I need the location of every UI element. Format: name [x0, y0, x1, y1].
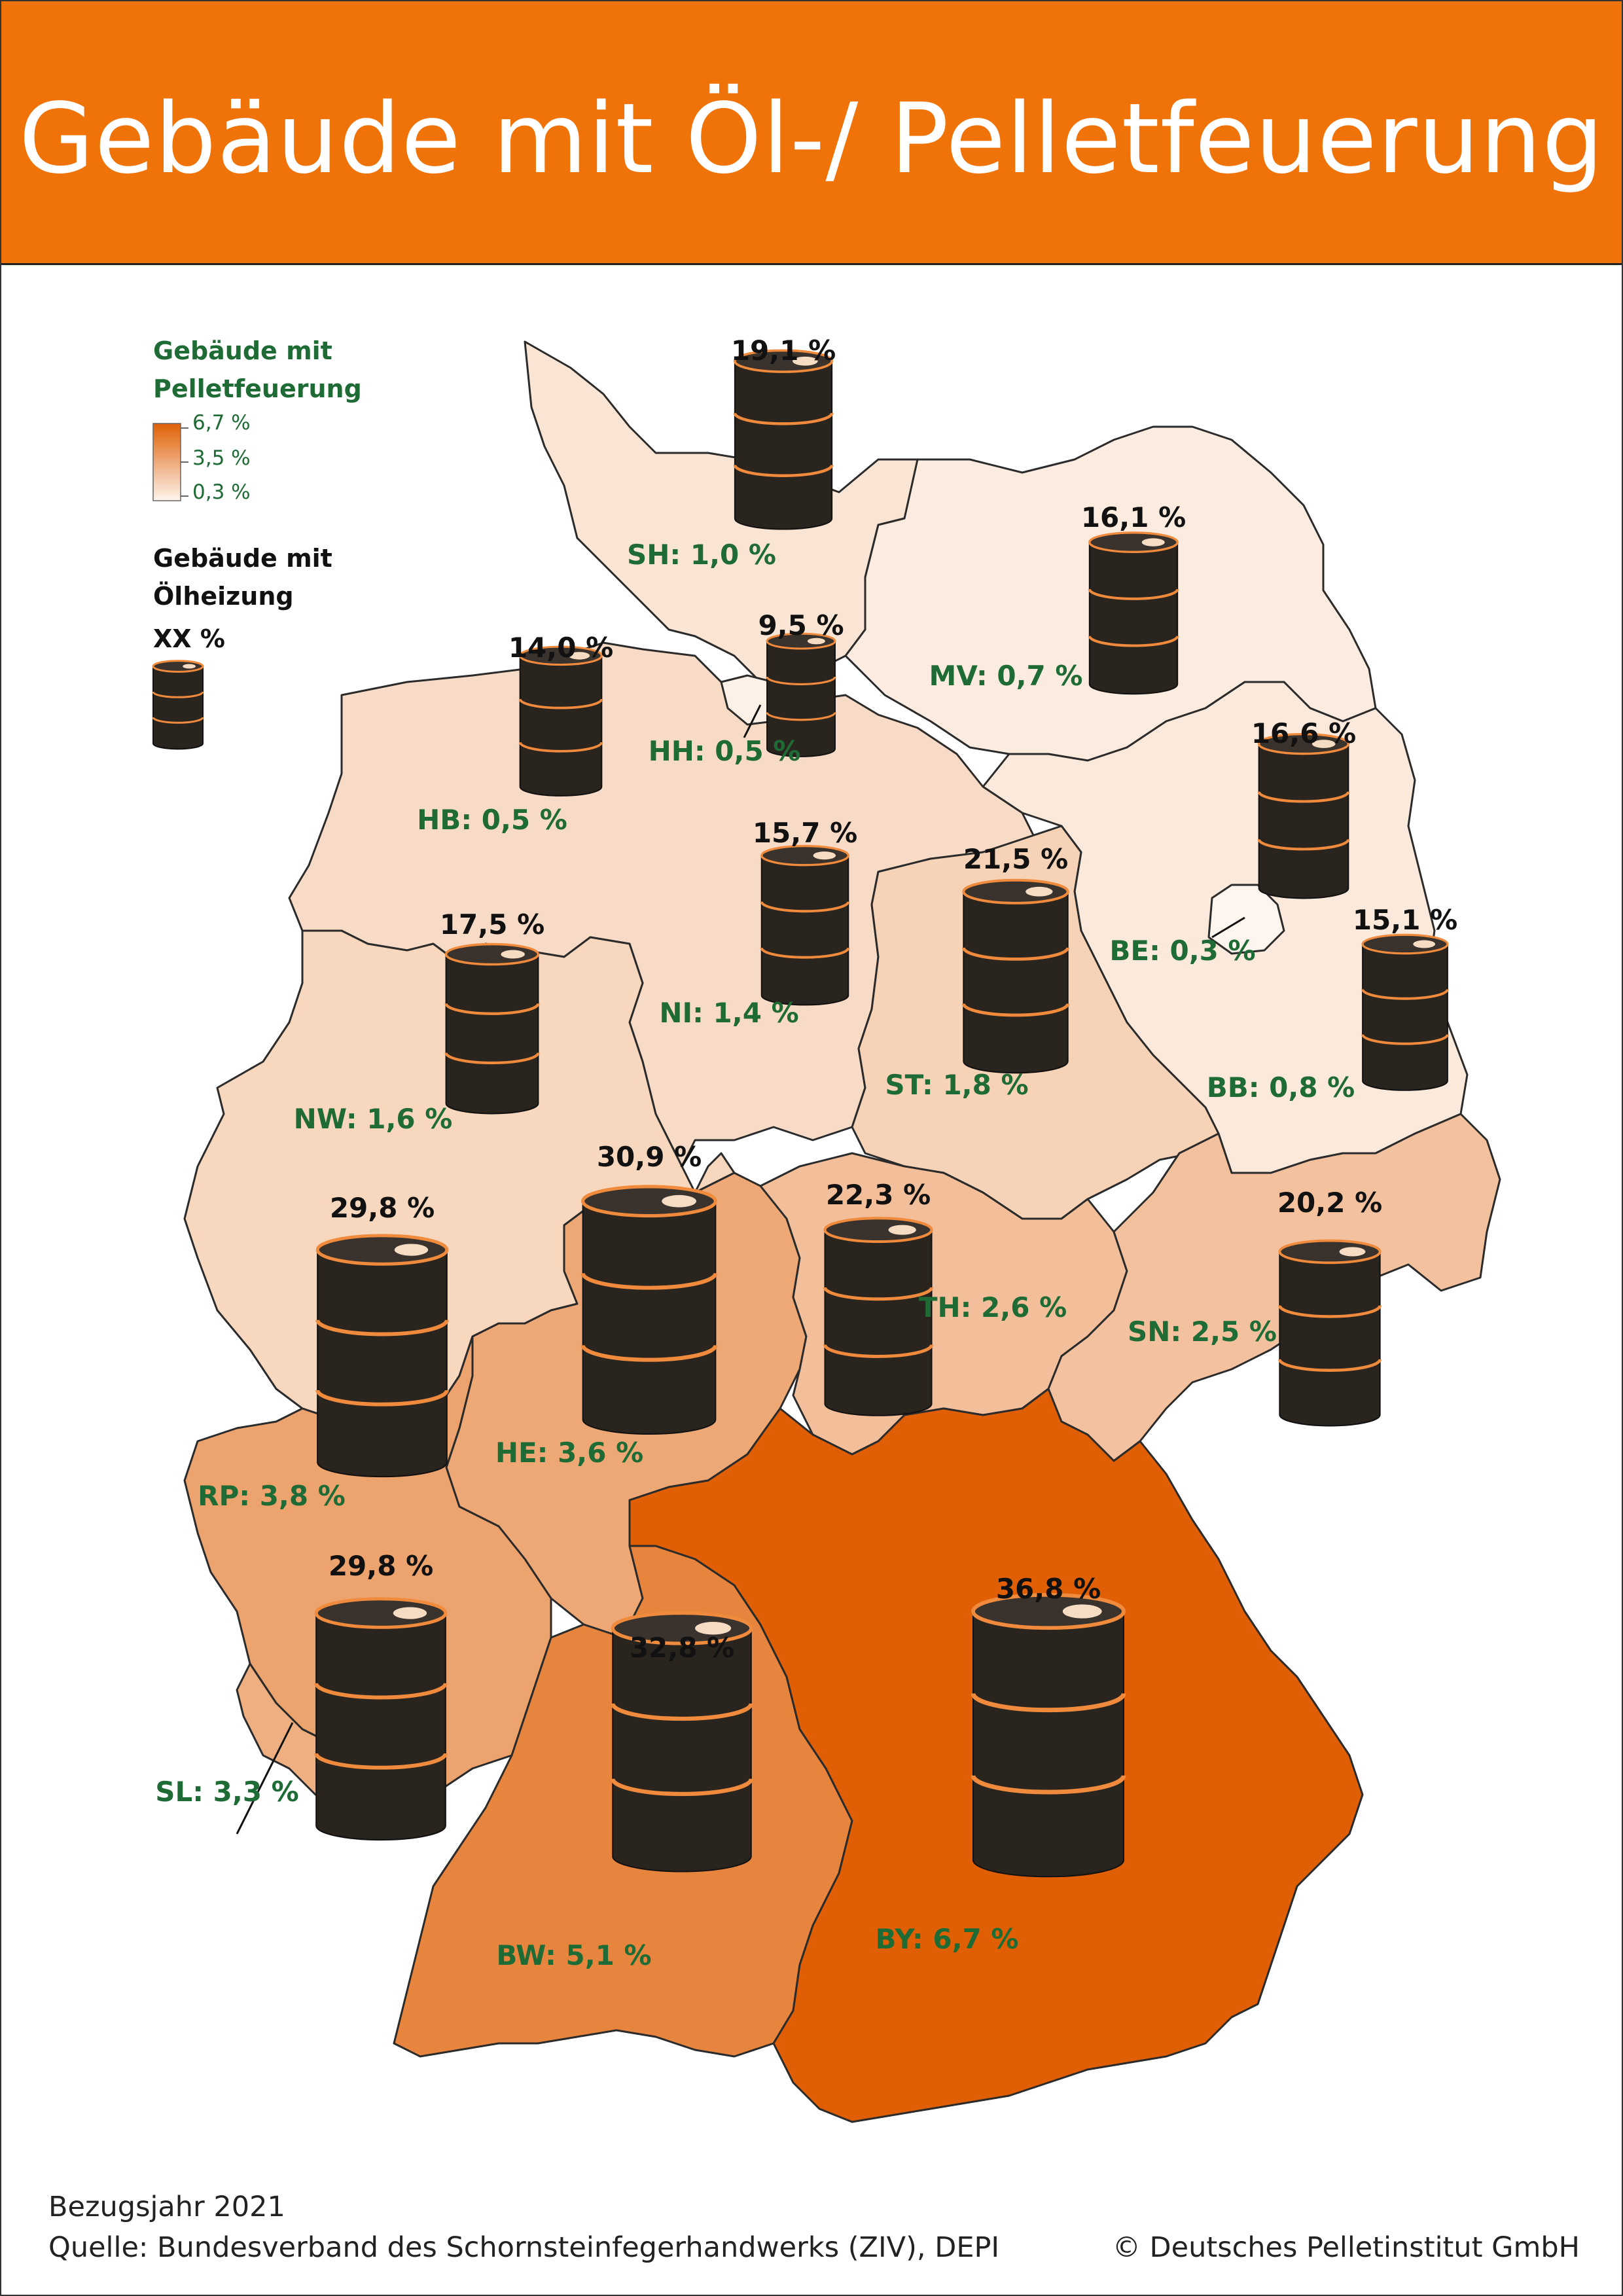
- legend-pellet-title: Gebäude mit Pelletfeuerung: [153, 336, 362, 403]
- pellet-label-HB: HB: 0,5 %: [417, 804, 567, 836]
- page-title: Gebäude mit Öl-/ Pelletfeuerung: [18, 82, 1605, 195]
- pellet-label-HE: HE: 3,6 %: [495, 1437, 643, 1469]
- oil-barrel-HE: [580, 1185, 718, 1435]
- pellet-label-BE: BE: 0,3 %: [1109, 935, 1255, 967]
- oil-label-BY: 36,8 %: [996, 1573, 1101, 1605]
- footer-source: Quelle: Bundesverband des Schornsteinfeg…: [48, 2231, 1000, 2264]
- pellet-label-BY: BY: 6,7 %: [875, 1923, 1018, 1955]
- legend-oil-barrel-icon: [152, 660, 204, 750]
- oil-label-BE: 15,1 %: [1353, 904, 1457, 936]
- legend-gradient-bar: [152, 423, 181, 501]
- state-region-BE: [1207, 884, 1285, 955]
- oil-label-HH: 9,5 %: [758, 609, 844, 641]
- oil-label-NI: 15,7 %: [753, 817, 857, 849]
- pellet-label-NW: NW: 1,6 %: [294, 1103, 453, 1135]
- oil-barrel-TH: [823, 1217, 933, 1416]
- oil-label-SN: 20,2 %: [1277, 1187, 1382, 1219]
- pointer-line-HH: [743, 704, 762, 738]
- labels-layer: 19,1 % SH: 1,0 % 16,1 % MV: 0,7 % 9,5 % HH: 0…: [155, 334, 1457, 1971]
- pellet-label-MV: MV: 0,7 %: [929, 660, 1083, 692]
- oil-barrel-HB: [518, 645, 603, 797]
- oil-barrel-SL: [314, 1597, 448, 1841]
- oil-label-NW: 17,5 %: [440, 908, 544, 941]
- oil-barrel-BE: [1361, 933, 1449, 1091]
- oil-barrel-BY: [971, 1592, 1126, 1878]
- oil-label-BW: 32,8 %: [630, 1632, 734, 1664]
- footer-copyright: © Deutsches Pelletinstitut GmbH: [1112, 2231, 1580, 2264]
- pointer-line-BE: [1211, 916, 1245, 939]
- oil-barrel-NW: [444, 942, 540, 1115]
- pellet-label-SL: SL: 3,3 %: [155, 1776, 299, 1808]
- oil-label-SL: 29,8 %: [329, 1550, 433, 1582]
- oil-label-TH: 22,3 %: [826, 1179, 931, 1211]
- oil-barrel-ST: [961, 878, 1070, 1074]
- oil-label-BB: 16,6 %: [1251, 717, 1356, 749]
- legend-scale-max-label: 6,7 %: [192, 411, 251, 435]
- oil-barrel-HH: [766, 632, 836, 757]
- pellet-label-RP: RP: 3,8 %: [198, 1480, 346, 1512]
- legend-oil-title: Gebäude mit Ölheizung: [153, 544, 332, 611]
- oil-label-ST: 21,5 %: [963, 843, 1068, 875]
- legend-scale: [152, 423, 188, 501]
- oil-barrels-layer: [314, 349, 1449, 1878]
- oil-label-HB: 14,0 %: [508, 632, 613, 664]
- oil-label-HE: 30,9 %: [597, 1141, 702, 1173]
- legend-oil-placeholder: XX %: [153, 624, 225, 653]
- oil-barrel-BB: [1257, 732, 1350, 899]
- oil-barrel-SH: [733, 349, 834, 530]
- pellet-label-HH: HH: 0,5 %: [649, 735, 801, 767]
- pellet-label-ST: ST: 1,8 %: [885, 1069, 1028, 1101]
- oil-barrel-MV: [1088, 531, 1179, 695]
- legend-scale-mid-label: 3,5 %: [192, 446, 251, 470]
- oil-barrel-SN: [1278, 1239, 1382, 1427]
- pellet-label-TH: TH: 2,6 %: [919, 1291, 1067, 1323]
- pellet-label-BB: BB: 0,8 %: [1207, 1071, 1355, 1103]
- pellet-label-NI: NI: 1,4 %: [659, 997, 798, 1029]
- legend-scale-min-label: 0,3 %: [192, 480, 251, 504]
- pellet-label-SH: SH: 1,0 %: [627, 539, 776, 571]
- header-banner: Gebäude mit Öl-/ Pelletfeuerung: [1, 1, 1622, 265]
- pellet-label-BW: BW: 5,1 %: [496, 1939, 651, 1971]
- pellet-label-SN: SN: 2,5 %: [1128, 1316, 1277, 1348]
- oil-label-RP: 29,8 %: [330, 1192, 435, 1224]
- oil-barrel-BW: [611, 1611, 753, 1873]
- oil-label-MV: 16,1 %: [1081, 501, 1186, 533]
- oil-barrel-NI: [760, 844, 850, 1006]
- oil-label-SH: 19,1 %: [731, 334, 836, 367]
- legend-barrel-shape: [152, 660, 204, 750]
- oil-barrel-RP: [315, 1234, 449, 1478]
- pointer-line-SL: [236, 1722, 294, 1835]
- footer-reference-year: Bezugsjahr 2021: [48, 2191, 285, 2223]
